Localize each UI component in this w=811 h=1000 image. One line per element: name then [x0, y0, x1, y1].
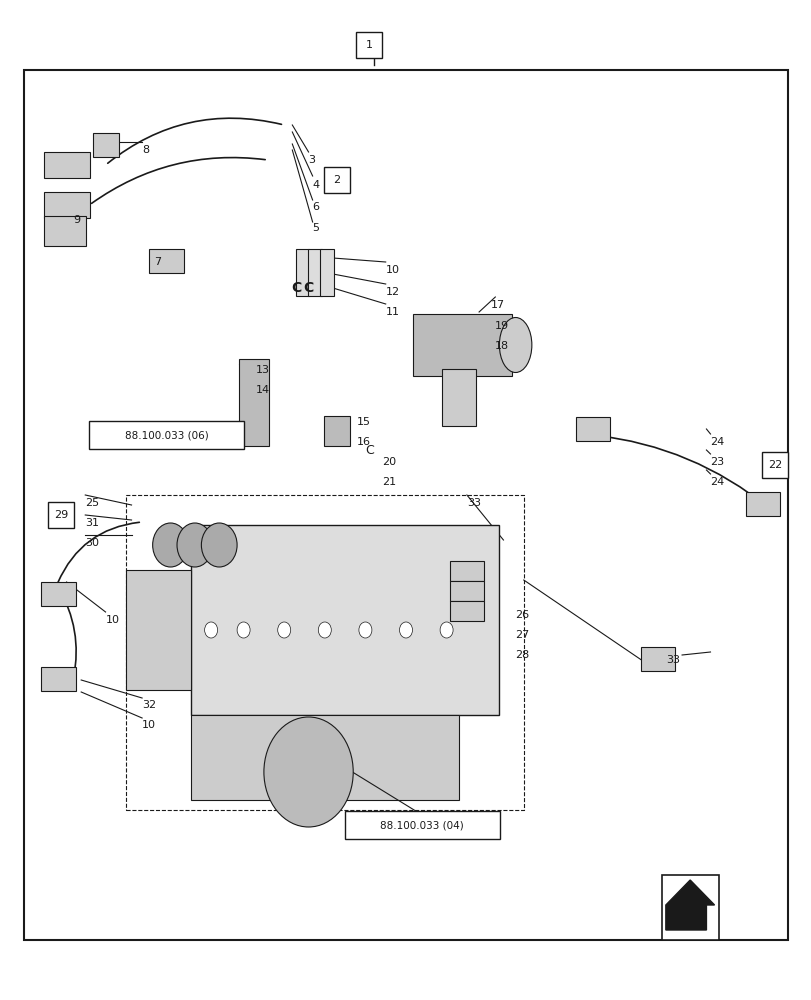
Bar: [191, 715, 458, 800]
FancyBboxPatch shape: [44, 192, 90, 218]
Text: 7: 7: [154, 257, 161, 267]
Text: 9: 9: [73, 215, 80, 225]
Text: 19: 19: [495, 321, 508, 331]
FancyBboxPatch shape: [324, 416, 350, 446]
Text: 3: 3: [308, 155, 315, 165]
FancyBboxPatch shape: [324, 167, 350, 193]
Circle shape: [277, 622, 290, 638]
FancyBboxPatch shape: [745, 492, 779, 516]
Circle shape: [237, 622, 250, 638]
Text: 23: 23: [710, 457, 723, 467]
FancyBboxPatch shape: [575, 417, 609, 441]
Text: 28: 28: [515, 650, 530, 660]
Circle shape: [152, 523, 188, 567]
Text: 22: 22: [767, 460, 782, 470]
Text: 2: 2: [333, 175, 340, 185]
FancyBboxPatch shape: [238, 359, 268, 446]
FancyBboxPatch shape: [44, 216, 86, 246]
Circle shape: [177, 523, 212, 567]
Circle shape: [318, 622, 331, 638]
FancyBboxPatch shape: [41, 582, 75, 606]
Text: 21: 21: [381, 477, 395, 487]
Text: 18: 18: [495, 341, 508, 351]
FancyBboxPatch shape: [44, 152, 90, 178]
Bar: [661, 875, 718, 940]
Text: 14: 14: [255, 385, 269, 395]
Text: C: C: [303, 281, 313, 295]
FancyBboxPatch shape: [449, 561, 483, 581]
Text: 10: 10: [105, 615, 119, 625]
Text: 11: 11: [385, 307, 399, 317]
FancyBboxPatch shape: [413, 314, 512, 376]
FancyBboxPatch shape: [441, 369, 475, 426]
Polygon shape: [665, 880, 714, 930]
Text: 33: 33: [665, 655, 679, 665]
Bar: [24, 70, 787, 940]
Bar: [126, 570, 191, 690]
FancyBboxPatch shape: [307, 249, 321, 296]
FancyBboxPatch shape: [295, 249, 309, 296]
Circle shape: [440, 622, 453, 638]
Text: 33: 33: [466, 498, 480, 508]
FancyBboxPatch shape: [449, 601, 483, 621]
Circle shape: [358, 622, 371, 638]
Text: 31: 31: [85, 518, 99, 528]
Text: 16: 16: [357, 437, 371, 447]
Text: 20: 20: [381, 457, 395, 467]
FancyBboxPatch shape: [41, 667, 75, 691]
Text: 12: 12: [385, 287, 399, 297]
Text: C: C: [365, 444, 373, 456]
Circle shape: [201, 523, 237, 567]
Text: 24: 24: [710, 477, 724, 487]
FancyBboxPatch shape: [149, 249, 183, 273]
FancyBboxPatch shape: [320, 249, 333, 296]
FancyBboxPatch shape: [640, 647, 674, 671]
Text: 5: 5: [312, 223, 320, 233]
Text: 4: 4: [312, 180, 320, 190]
FancyBboxPatch shape: [92, 133, 118, 157]
Text: 10: 10: [142, 720, 156, 730]
Text: 10: 10: [385, 265, 399, 275]
Ellipse shape: [499, 318, 531, 372]
FancyBboxPatch shape: [344, 811, 499, 839]
Text: 13: 13: [255, 365, 269, 375]
Text: 1: 1: [366, 40, 372, 50]
Text: 29: 29: [54, 510, 68, 520]
Text: 25: 25: [85, 498, 99, 508]
Text: 17: 17: [491, 300, 504, 310]
Text: 8: 8: [142, 145, 149, 155]
Text: 32: 32: [142, 700, 156, 710]
Text: 30: 30: [85, 538, 99, 548]
Text: 27: 27: [515, 630, 530, 640]
Text: 24: 24: [710, 437, 724, 447]
Bar: [191, 525, 499, 715]
Text: 26: 26: [515, 610, 529, 620]
Circle shape: [204, 622, 217, 638]
Circle shape: [399, 622, 412, 638]
Text: 15: 15: [357, 417, 371, 427]
FancyBboxPatch shape: [48, 502, 74, 528]
Text: 88.100.033 (06): 88.100.033 (06): [124, 430, 208, 440]
Text: 88.100.033 (04): 88.100.033 (04): [380, 820, 464, 830]
Circle shape: [264, 717, 353, 827]
FancyBboxPatch shape: [762, 452, 787, 478]
FancyBboxPatch shape: [88, 421, 243, 449]
FancyBboxPatch shape: [449, 581, 483, 601]
Text: 6: 6: [312, 202, 320, 212]
Text: C: C: [291, 281, 301, 295]
FancyBboxPatch shape: [356, 32, 382, 58]
